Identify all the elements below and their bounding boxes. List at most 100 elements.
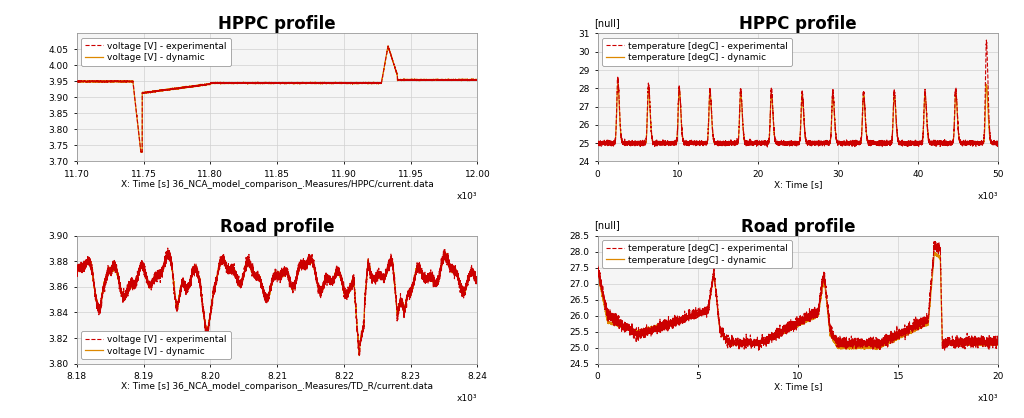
voltage [V] - experimental (222, 271, 234, 276)
voltage [V] - dynamic (471, 276, 483, 281)
temperature [degC] - dynamic (921, 321, 933, 326)
voltage [V] - experimental (71, 265, 83, 270)
voltage [V] - dynamic (135, 150, 147, 155)
temperature [degC] - dynamic (971, 140, 983, 145)
temperature [degC] - experimental (852, 340, 864, 345)
voltage [V] - dynamic (164, 255, 176, 260)
temperature [degC] - dynamic (891, 336, 903, 342)
voltage [V] - experimental (162, 245, 174, 250)
temperature [degC] - experimental (787, 141, 800, 146)
temperature [degC] - experimental (615, 137, 628, 142)
Text: [null]: [null] (594, 221, 620, 231)
temperature [degC] - experimental (938, 348, 950, 353)
voltage [V] - dynamic (250, 274, 262, 279)
temperature [degC] - experimental (929, 238, 941, 243)
Legend: voltage [V] - experimental, voltage [V] - dynamic: voltage [V] - experimental, voltage [V] … (81, 331, 230, 359)
Line: voltage [V] - dynamic: voltage [V] - dynamic (77, 252, 477, 356)
X-axis label: X: Time [s]: X: Time [s] (774, 180, 822, 189)
temperature [degC] - experimental (971, 140, 983, 145)
Text: x10³: x10³ (457, 192, 477, 201)
voltage [V] - experimental (468, 77, 480, 82)
voltage [V] - dynamic (166, 87, 178, 92)
voltage [V] - dynamic (168, 285, 180, 290)
voltage [V] - experimental (135, 150, 147, 155)
Line: voltage [V] - dynamic: voltage [V] - dynamic (77, 46, 477, 152)
voltage [V] - dynamic (468, 275, 480, 280)
Title: HPPC profile: HPPC profile (218, 15, 336, 33)
X-axis label: X: Time [s] 36_NCA_model_comparison_.Measures/HPPC/current.data: X: Time [s] 36_NCA_model_comparison_.Mea… (121, 180, 433, 189)
voltage [V] - experimental (168, 86, 180, 91)
voltage [V] - dynamic (71, 268, 83, 273)
X-axis label: X: Time [s]: X: Time [s] (774, 382, 822, 391)
Legend: temperature [degC] - experimental, temperature [degC] - dynamic: temperature [degC] - experimental, tempe… (602, 38, 792, 66)
voltage [V] - experimental (382, 43, 394, 48)
temperature [degC] - dynamic (744, 341, 757, 346)
temperature [degC] - experimental (593, 141, 605, 146)
voltage [V] - dynamic (71, 79, 83, 84)
Line: temperature [degC] - dynamic: temperature [degC] - dynamic (598, 84, 998, 144)
voltage [V] - experimental (353, 353, 366, 358)
temperature [degC] - dynamic (831, 345, 844, 350)
temperature [degC] - dynamic (593, 140, 605, 145)
temperature [degC] - experimental (891, 337, 903, 342)
voltage [V] - experimental (250, 276, 262, 281)
voltage [V] - experimental (471, 278, 483, 283)
temperature [degC] - dynamic (992, 141, 1005, 146)
temperature [degC] - dynamic (670, 140, 682, 145)
voltage [V] - dynamic (382, 43, 394, 48)
temperature [degC] - dynamic (988, 142, 1000, 147)
temperature [degC] - experimental (592, 265, 604, 270)
voltage [V] - experimental (250, 80, 262, 85)
voltage [V] - experimental (222, 81, 234, 86)
temperature [degC] - dynamic (870, 347, 883, 352)
voltage [V] - dynamic (163, 250, 175, 255)
Line: temperature [degC] - experimental: temperature [degC] - experimental (598, 40, 998, 147)
temperature [degC] - experimental (992, 343, 1005, 348)
Title: HPPC profile: HPPC profile (739, 15, 857, 33)
temperature [degC] - dynamic (852, 344, 864, 349)
temperature [degC] - experimental (992, 140, 1005, 145)
temperature [degC] - experimental (744, 335, 757, 340)
voltage [V] - dynamic (166, 263, 178, 268)
temperature [degC] - dynamic (608, 140, 621, 145)
temperature [degC] - dynamic (929, 250, 941, 255)
Text: x10³: x10³ (978, 394, 998, 403)
voltage [V] - dynamic (222, 81, 234, 86)
voltage [V] - experimental (471, 77, 483, 82)
voltage [V] - dynamic (222, 267, 234, 272)
Title: Road profile: Road profile (220, 217, 335, 235)
Text: [null]: [null] (594, 18, 620, 28)
Title: Road profile: Road profile (740, 217, 855, 235)
temperature [degC] - experimental (670, 138, 682, 143)
Text: x10³: x10³ (978, 192, 998, 201)
voltage [V] - experimental (164, 252, 176, 257)
Line: temperature [degC] - experimental: temperature [degC] - experimental (598, 241, 998, 351)
temperature [degC] - dynamic (615, 138, 628, 143)
voltage [V] - experimental (71, 79, 83, 84)
temperature [degC] - dynamic (611, 82, 624, 87)
voltage [V] - dynamic (468, 77, 480, 82)
voltage [V] - dynamic (353, 353, 366, 358)
voltage [V] - dynamic (168, 86, 180, 91)
temperature [degC] - experimental (921, 317, 933, 322)
voltage [V] - experimental (166, 261, 178, 266)
voltage [V] - experimental (468, 275, 480, 280)
temperature [degC] - dynamic (992, 341, 1005, 346)
voltage [V] - dynamic (164, 87, 176, 92)
temperature [degC] - experimental (665, 318, 677, 323)
Text: x10³: x10³ (457, 394, 477, 403)
temperature [degC] - experimental (877, 145, 889, 150)
temperature [degC] - experimental (592, 139, 604, 144)
temperature [degC] - dynamic (665, 320, 677, 325)
temperature [degC] - experimental (980, 38, 992, 43)
temperature [degC] - dynamic (787, 140, 800, 145)
Line: voltage [V] - experimental: voltage [V] - experimental (77, 248, 477, 355)
voltage [V] - dynamic (250, 80, 262, 85)
Legend: temperature [degC] - experimental, temperature [degC] - dynamic: temperature [degC] - experimental, tempe… (602, 240, 792, 268)
temperature [degC] - dynamic (592, 140, 604, 145)
temperature [degC] - dynamic (592, 271, 604, 276)
temperature [degC] - experimental (831, 342, 844, 347)
voltage [V] - experimental (168, 291, 180, 296)
temperature [degC] - experimental (608, 140, 621, 145)
voltage [V] - dynamic (471, 77, 483, 82)
